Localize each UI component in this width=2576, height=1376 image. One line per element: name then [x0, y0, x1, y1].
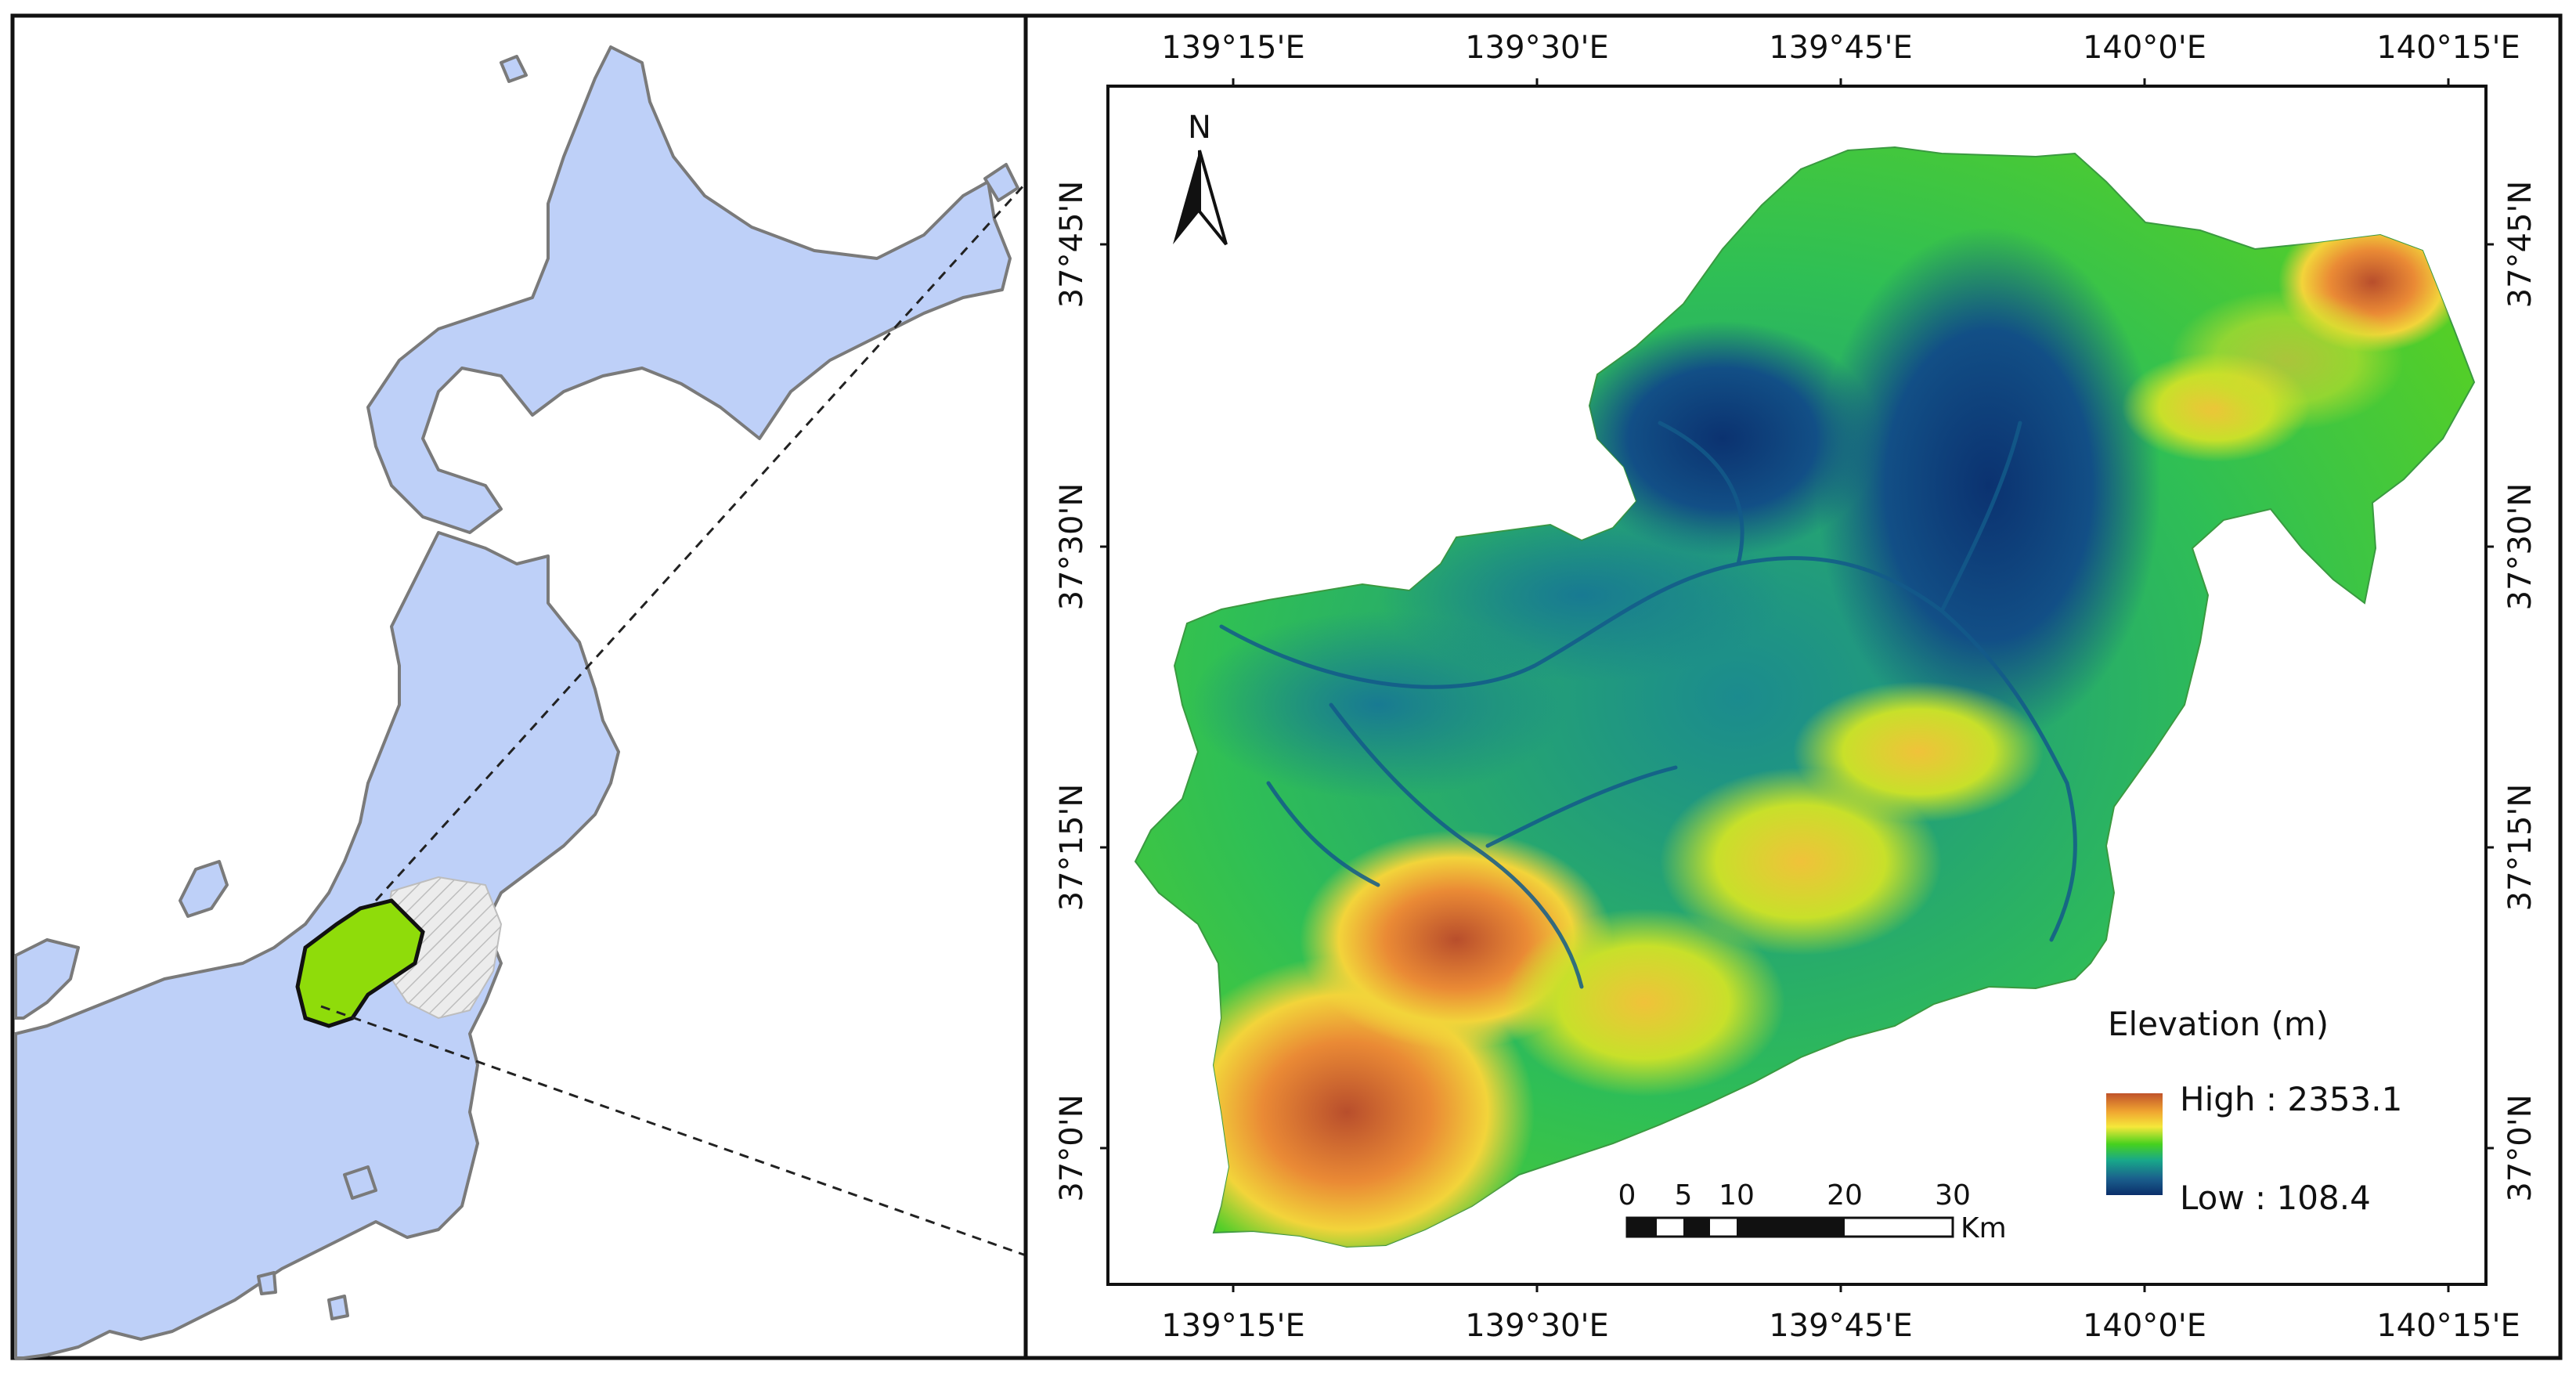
top-lon-label: 139°45'E	[1769, 30, 1913, 66]
scale-tick-label: 30	[1935, 1179, 1971, 1212]
top-lon-labels: 139°15'E 139°30'E 139°45'E 140°0'E 140°1…	[1161, 30, 2520, 66]
left-lat-label: 37°15'N	[1054, 784, 1090, 912]
scale-tick-label: 5	[1675, 1179, 1693, 1212]
bottom-lon-label: 140°0'E	[2083, 1308, 2206, 1344]
grid-ticks	[1100, 78, 2494, 1292]
left-lat-label: 37°45'N	[1054, 181, 1090, 309]
left-lat-label: 37°30'N	[1054, 483, 1090, 611]
top-lon-label: 140°0'E	[2083, 30, 2206, 66]
rishiri-islet	[500, 55, 528, 83]
izu-islet	[257, 1271, 277, 1295]
elevation-raster	[1134, 146, 2476, 1248]
top-lon-label: 140°15'E	[2376, 30, 2520, 66]
left-lat-labels: 37°45'N 37°30'N 37°15'N 37°0'N	[1054, 181, 1090, 1202]
northern-islet	[983, 163, 1019, 202]
bottom-lon-label: 140°15'E	[2376, 1308, 2520, 1344]
right-lat-label: 37°45'N	[2502, 181, 2538, 309]
connector-line-lower	[320, 1005, 1109, 1286]
top-lon-label: 139°30'E	[1465, 30, 1609, 66]
study-area-locator	[295, 898, 425, 1028]
oki-islet	[343, 1165, 377, 1200]
scale-unit-label: Km	[1961, 1212, 2007, 1244]
legend-low-label: Low : 108.4	[2180, 1179, 2371, 1217]
southern-islet	[327, 1295, 349, 1320]
scale-bar: 0 5 10 20 30 Km	[1618, 1179, 2007, 1244]
legend-color-ramp	[2106, 1093, 2163, 1195]
right-lat-labels: 37°45'N 37°30'N 37°15'N 37°0'N	[2502, 181, 2538, 1202]
bottom-lon-labels: 139°15'E 139°30'E 139°45'E 140°0'E 140°1…	[1161, 1308, 2520, 1344]
bottom-lon-label: 139°45'E	[1769, 1308, 1913, 1344]
sado-island	[179, 860, 229, 918]
bottom-lon-label: 139°15'E	[1161, 1308, 1305, 1344]
legend-title: Elevation (m)	[2108, 1005, 2329, 1043]
connector-line-upper	[374, 91, 1109, 902]
north-arrow-letter: N	[1188, 110, 1211, 146]
right-lat-label: 37°15'N	[2502, 784, 2538, 912]
hokkaido-island	[366, 45, 1012, 534]
scale-tick-label: 20	[1827, 1179, 1863, 1212]
right-lat-label: 37°30'N	[2502, 483, 2538, 611]
elevation-legend: Elevation (m) High : 2353.1 Low : 108.4	[2106, 1005, 2402, 1217]
right-lat-label: 37°0'N	[2502, 1094, 2538, 1201]
top-lon-label: 139°15'E	[1161, 30, 1305, 66]
scale-tick-label: 10	[1719, 1179, 1755, 1212]
left-lat-label: 37°0'N	[1054, 1094, 1090, 1201]
legend-high-label: High : 2353.1	[2180, 1080, 2402, 1118]
scale-tick-label: 0	[1618, 1179, 1636, 1212]
bottom-lon-label: 139°30'E	[1465, 1308, 1609, 1344]
north-arrow-icon: N	[1173, 110, 1228, 246]
noto-peninsula	[14, 938, 80, 1020]
